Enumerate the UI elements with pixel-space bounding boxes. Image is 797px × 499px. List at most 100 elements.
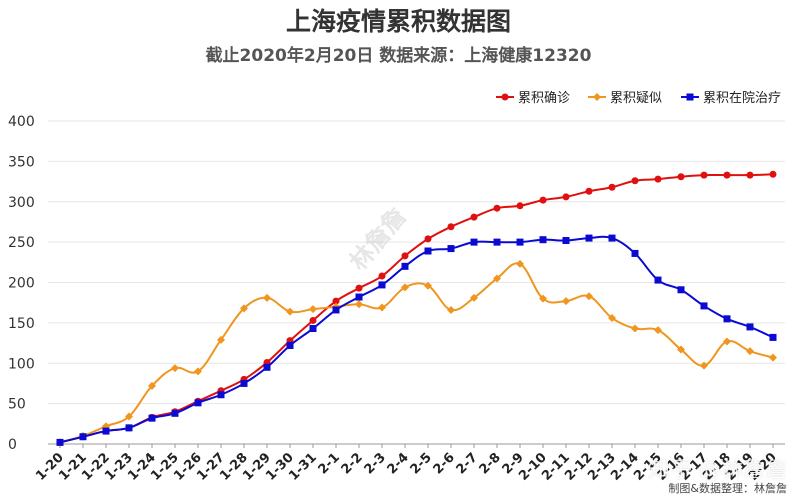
y-tick-label: 350 [8,154,35,170]
legend-marker [501,93,509,101]
y-tick-label: 50 [8,397,26,413]
grid-lines [48,120,785,445]
data-point [562,297,570,306]
data-point [309,316,317,324]
y-tick-label: 0 [8,437,17,453]
data-point [539,196,547,204]
legend-marker [686,93,694,101]
data-point [723,337,731,346]
data-point [677,286,685,294]
data-point [148,414,156,422]
y-tick-label: 150 [8,316,35,332]
data-point [125,424,133,432]
data-point [263,293,271,302]
chart-title: 上海疫情累积数据图 [285,7,511,36]
data-point [102,427,110,435]
data-point [631,249,639,257]
data-point [654,276,662,284]
data-point [493,238,501,246]
data-point [700,171,708,179]
chart-credit: 制图&数据整理：林詹詹 [668,482,787,495]
data-point [240,304,248,313]
data-point [240,379,248,387]
data-point [769,353,777,362]
x-tick-label: 2-4 [385,450,412,477]
data-point [171,409,179,417]
data-point [677,345,685,354]
data-point [516,202,524,210]
data-point [447,245,455,253]
data-point [447,305,455,314]
data-point [654,326,662,335]
data-point [194,399,202,407]
data-point [355,284,363,292]
legend-label: 累积疑似 [610,90,662,106]
data-point [401,252,409,260]
y-tick-label: 400 [8,114,35,130]
x-axis-ticks: 1-201-211-221-231-241-251-261-271-281-29… [33,444,780,484]
data-point [332,297,340,305]
series-lines [56,170,777,447]
data-point [608,314,616,323]
data-point [585,234,593,242]
data-point [217,335,225,344]
chart-subtitle: 截止2020年2月20日 数据来源：上海健康12320 [205,46,592,66]
data-point [401,262,409,270]
series-3 [56,234,777,446]
data-point [562,237,570,245]
data-point [746,171,754,179]
data-point [470,213,478,221]
data-point [723,171,731,179]
data-point [171,364,179,373]
data-point [424,247,432,255]
data-point [493,204,501,212]
data-point [585,187,593,195]
data-point [608,234,616,242]
y-tick-label: 250 [8,235,35,251]
data-point [746,323,754,331]
x-tick-label: 2-2 [339,450,366,477]
data-point [769,170,777,178]
data-point [493,274,501,283]
data-point [723,315,731,323]
data-point [700,302,708,310]
data-point [700,361,708,370]
data-point [286,307,294,316]
watermark-zhihu: 知乎 @林詹詹 [648,458,787,483]
data-point [746,347,754,356]
x-tick-label: 2-1 [316,450,343,477]
data-point [677,173,685,181]
series-1 [56,170,777,446]
series-line [59,173,774,444]
data-point [631,177,639,185]
data-point [355,293,363,301]
legend-label: 累积在院治疗 [703,91,781,106]
x-tick-label: 2-8 [477,450,504,477]
data-point [332,306,340,314]
legend-label: 累积确诊 [518,91,570,106]
legend-marker [593,93,601,101]
data-point [470,293,478,302]
data-point [56,438,64,446]
data-point [148,381,156,390]
series-2 [56,259,777,447]
data-point [79,433,87,441]
x-tick-label: 2-3 [362,450,389,477]
data-point [378,303,386,312]
x-tick-label: 2-7 [454,450,481,477]
data-point [424,281,432,290]
data-point [401,283,409,292]
y-tick-label: 200 [8,276,35,292]
data-point [217,391,225,399]
y-tick-label: 300 [8,195,35,211]
legend: 累积确诊 累积疑似 累积在院治疗 [496,90,781,106]
data-point [378,272,386,280]
data-point [125,412,133,421]
data-point [263,363,271,371]
data-point [562,193,570,201]
series-line [59,235,774,444]
x-tick-label: 2-5 [408,450,435,477]
data-point [539,236,547,244]
data-point [355,300,363,309]
